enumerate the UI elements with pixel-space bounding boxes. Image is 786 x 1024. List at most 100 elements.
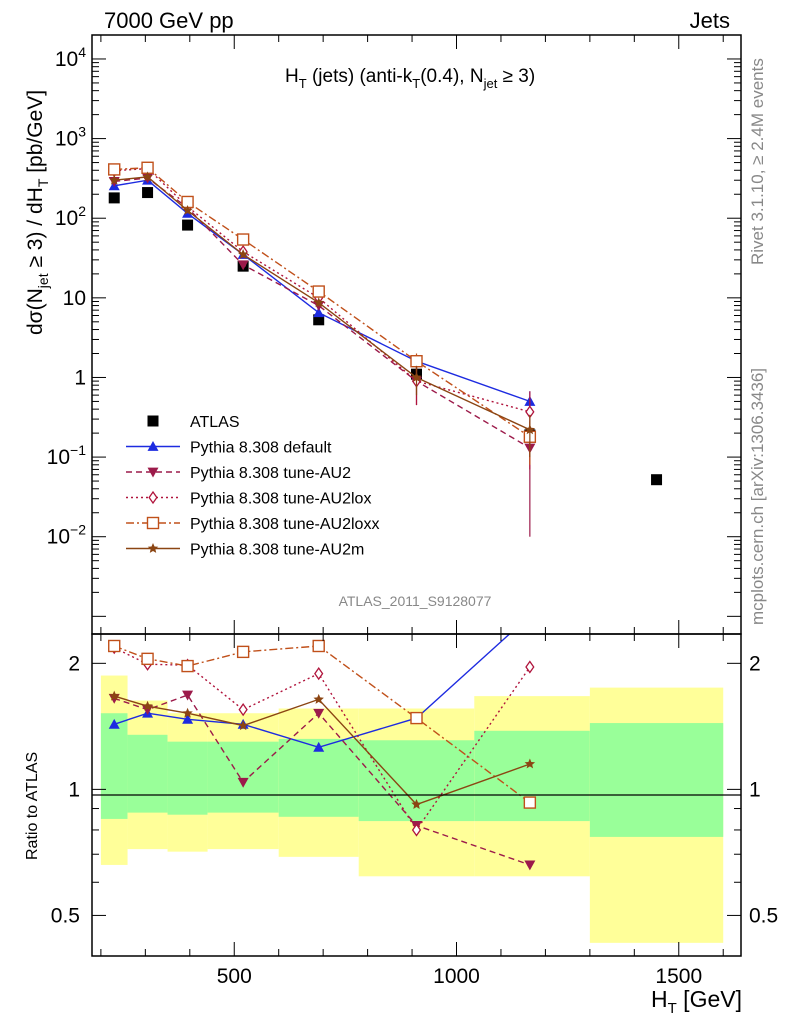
legend-label: Pythia 8.308 tune-AU2lox: [190, 491, 371, 508]
series-2: [108, 173, 536, 537]
series-line: [114, 177, 531, 449]
legend-marker: [148, 490, 158, 505]
analysis-id: ATLAS_2011_S9128077: [339, 593, 492, 609]
ratio-point: [525, 660, 535, 674]
data-point: [410, 355, 423, 368]
data-point: [108, 192, 120, 204]
legend-marker: [146, 516, 160, 530]
x-axis-label: HT [GeV]: [651, 986, 742, 1017]
ratio-band-inner: [167, 741, 208, 815]
ratio-point: [236, 645, 250, 659]
y-tick-label: 1: [74, 366, 86, 389]
y-tick-label: 102: [55, 203, 86, 230]
ratio-point: [313, 693, 324, 704]
ratio-band-inner: [127, 734, 168, 813]
ratio-point: [182, 713, 194, 724]
ratio-band-inner: [100, 713, 128, 819]
ratio-point: [524, 758, 536, 769]
ratio-point: [108, 639, 121, 653]
data-point: [411, 372, 422, 382]
ratio-band-inner: [589, 723, 724, 837]
data-point: [651, 474, 663, 486]
ratio-series-4: [109, 690, 536, 809]
legend-label: ATLAS: [190, 414, 240, 431]
ratio-point: [313, 741, 325, 752]
legend-label: Pythia 8.308 tune-AU2loxx: [190, 516, 379, 533]
data-point: [313, 307, 325, 318]
ratio-point: [312, 639, 325, 653]
x-tick-label: 500: [217, 965, 252, 988]
legend-item: Pythia 8.308 tune-AU2: [126, 465, 351, 482]
header-right: Jets: [690, 8, 730, 33]
ratio-y-tick-label: 0.5: [51, 904, 80, 927]
ratio-point: [314, 666, 324, 681]
y-axis-label: dσ(Njet ≥ 3) / dHT [pb/GeV]: [24, 90, 51, 335]
ratio-point: [181, 659, 194, 673]
y-tick-label: 10−2: [47, 522, 87, 549]
data-point: [109, 174, 120, 185]
legend: ATLAS Pythia 8.308 default Pythia 8.308 tu…: [126, 414, 379, 559]
ratio-band-inner: [207, 741, 279, 813]
ratio-point: [313, 708, 325, 719]
ratio-series-group: [108, 634, 537, 871]
main-series-group: [108, 161, 663, 537]
ratio-y-tick-label-right: 2: [749, 652, 761, 675]
ratio-point: [142, 700, 153, 711]
data-point: [142, 187, 154, 199]
header-left: 7000 GeV pp: [104, 8, 234, 33]
ratio-point: [411, 823, 422, 837]
ratio-point: [142, 705, 154, 716]
legend-item: ATLAS: [147, 414, 240, 431]
ratio-y-tick-label-right: 1: [749, 778, 761, 801]
ratio-series-3: [108, 639, 537, 809]
ratio-point: [141, 652, 154, 666]
data-point: [182, 219, 194, 231]
legend-label: Pythia 8.308 default: [190, 440, 332, 457]
legend-label: Pythia 8.308 tune-AU2m: [190, 542, 364, 559]
data-point: [108, 163, 121, 176]
ratio-y-tick-label: 1: [68, 778, 80, 801]
y-tick-label: 10−1: [47, 442, 87, 469]
legend-item: Pythia 8.308 tune-AU2loxx: [126, 516, 379, 533]
ratio-y-tick-label: 2: [68, 652, 80, 675]
data-point: [182, 205, 193, 215]
ratio-uncertainty-bands: [100, 675, 724, 943]
data-point: [524, 424, 536, 435]
x-tick-label: 1500: [655, 965, 702, 988]
y-tick-label: 104: [55, 44, 86, 71]
series-5: [109, 171, 536, 458]
legend-item: Pythia 8.308 default: [126, 440, 332, 457]
legend-marker: [147, 467, 159, 478]
ratio-point: [410, 711, 423, 725]
ratio-point: [237, 720, 249, 731]
ratio-band-inner: [358, 740, 475, 822]
mcplots-label: mcplots.cern.ch [arXiv:1306.3436]: [748, 368, 767, 625]
y-tick-label: 103: [55, 124, 86, 151]
data-point: [312, 285, 325, 298]
ratio-point: [524, 860, 536, 871]
ratio-point: [182, 707, 193, 718]
ratio-point: [182, 690, 194, 701]
ratio-band-inner: [278, 738, 359, 817]
legend-label: Pythia 8.308 tune-AU2: [190, 465, 351, 482]
legend-marker: [147, 441, 159, 451]
legend-item: Pythia 8.308 tune-AU2m: [126, 542, 364, 559]
ratio-point: [411, 799, 422, 809]
data-point: [313, 297, 324, 308]
rivet-label: Rivet 3.1.10, ≥ 2.4M events: [748, 58, 767, 265]
legend-item: Pythia 8.308 tune-AU2lox: [126, 491, 371, 508]
main-title: HT (jets) (anti-kT(0.4), Njet ≥ 3): [285, 66, 535, 91]
y-tick-label: 10: [63, 287, 86, 310]
ratio-point: [237, 777, 249, 788]
ratio-y-axis-label: Ratio to ATLAS: [24, 752, 41, 860]
data-point: [237, 249, 249, 259]
ratio-point: [523, 796, 537, 809]
ratio-point: [238, 703, 248, 717]
data-point: [313, 314, 325, 326]
ratio-point: [108, 718, 120, 729]
x-tick-label: 1000: [433, 965, 480, 988]
data-point: [236, 233, 250, 246]
data-point: [142, 171, 153, 182]
